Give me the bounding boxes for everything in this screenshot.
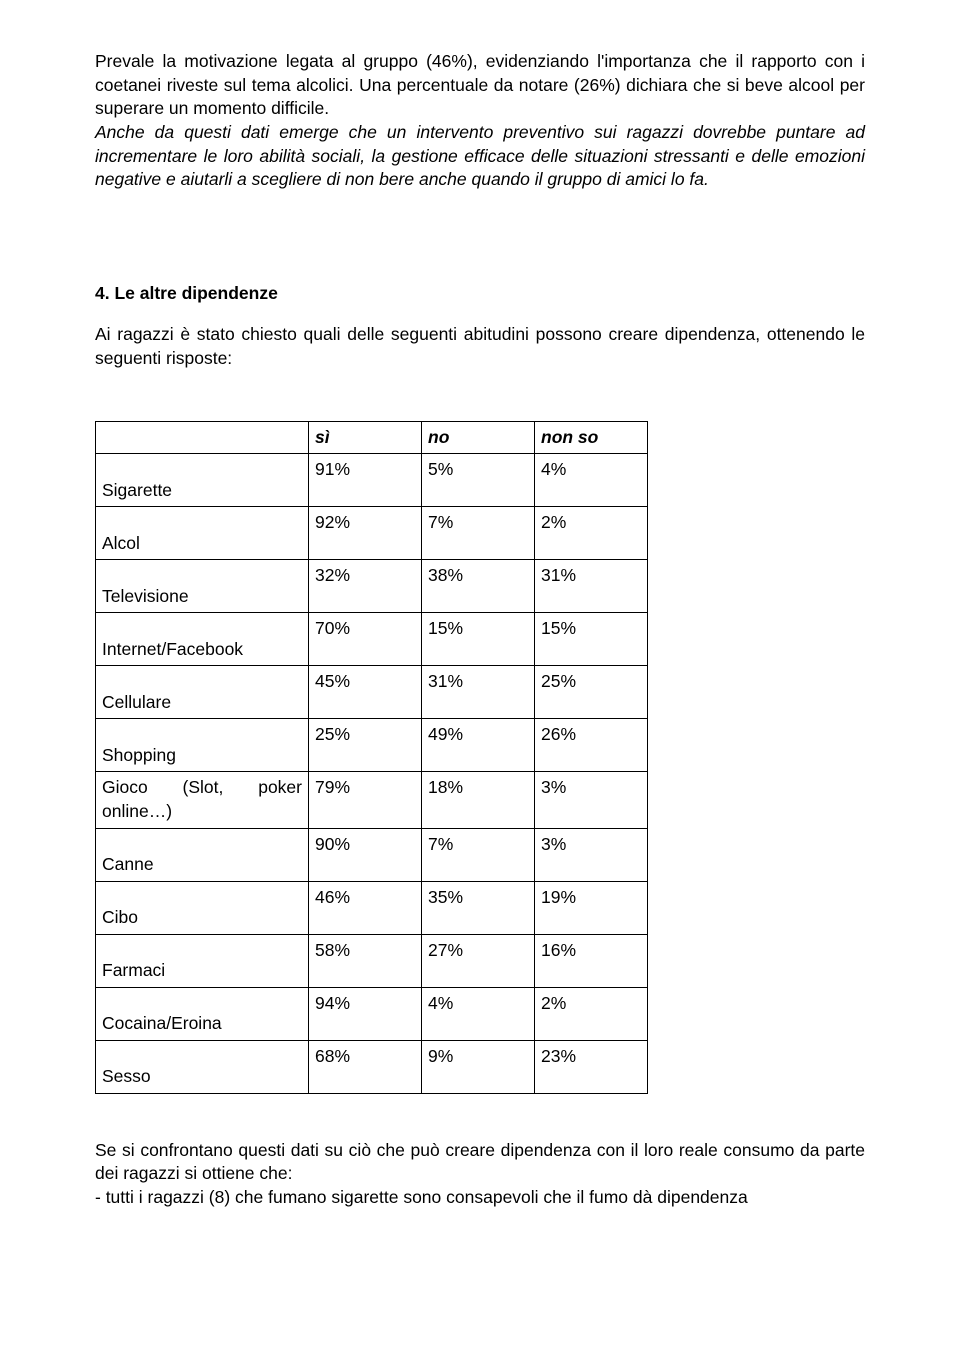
row-label-cell: Cibo bbox=[96, 881, 309, 934]
row-value-si: 70% bbox=[309, 613, 422, 666]
table-row: Sigarette 91%5%4% bbox=[96, 454, 648, 507]
row-label: Cocaina/Eroina bbox=[102, 1012, 302, 1036]
table-header-nonso: non so bbox=[535, 421, 648, 454]
row-value-nonso: 31% bbox=[535, 560, 648, 613]
row-value-si: 94% bbox=[309, 987, 422, 1040]
table-header-row: sì no non so bbox=[96, 421, 648, 454]
table-row: Alcol 92%7%2% bbox=[96, 507, 648, 560]
row-value-si: 79% bbox=[309, 772, 422, 828]
row-value-si: 90% bbox=[309, 828, 422, 881]
row-value-nonso: 15% bbox=[535, 613, 648, 666]
row-label-cell: Gioco (Slot, poker online…) bbox=[96, 772, 309, 828]
row-label-cell: Canne bbox=[96, 828, 309, 881]
row-label: Gioco (Slot, poker online…) bbox=[102, 776, 302, 823]
row-value-nonso: 26% bbox=[535, 719, 648, 772]
row-value-no: 27% bbox=[422, 934, 535, 987]
row-value-si: 92% bbox=[309, 507, 422, 560]
row-label-cell: Cellulare bbox=[96, 666, 309, 719]
row-value-no: 5% bbox=[422, 454, 535, 507]
row-value-nonso: 2% bbox=[535, 987, 648, 1040]
row-value-si: 25% bbox=[309, 719, 422, 772]
row-value-si: 91% bbox=[309, 454, 422, 507]
row-value-no: 9% bbox=[422, 1040, 535, 1093]
row-value-no: 7% bbox=[422, 507, 535, 560]
row-value-nonso: 2% bbox=[535, 507, 648, 560]
row-value-nonso: 19% bbox=[535, 881, 648, 934]
row-label: Sigarette bbox=[102, 479, 302, 503]
row-label-cell: Shopping bbox=[96, 719, 309, 772]
row-value-si: 46% bbox=[309, 881, 422, 934]
table-header-no: no bbox=[422, 421, 535, 454]
table-row: Farmaci 58%27%16% bbox=[96, 934, 648, 987]
row-value-nonso: 3% bbox=[535, 828, 648, 881]
closing-line-2: - tutti i ragazzi (8) che fumano sigaret… bbox=[95, 1186, 865, 1210]
section-intro: Ai ragazzi è stato chiesto quali delle s… bbox=[95, 323, 865, 370]
row-value-nonso: 25% bbox=[535, 666, 648, 719]
row-label: Shopping bbox=[102, 744, 302, 768]
table-header-empty bbox=[96, 421, 309, 454]
row-value-no: 38% bbox=[422, 560, 535, 613]
table-row: Televisione 32%38%31% bbox=[96, 560, 648, 613]
row-value-si: 68% bbox=[309, 1040, 422, 1093]
table-row: Canne 90%7%3% bbox=[96, 828, 648, 881]
row-label: Cellulare bbox=[102, 691, 302, 715]
row-label-cell: Internet/Facebook bbox=[96, 613, 309, 666]
row-label: Canne bbox=[102, 853, 302, 877]
paragraph-1: Prevale la motivazione legata al gruppo … bbox=[95, 50, 865, 121]
row-value-nonso: 23% bbox=[535, 1040, 648, 1093]
row-label: Internet/Facebook bbox=[102, 638, 302, 662]
row-value-si: 32% bbox=[309, 560, 422, 613]
table-row: Shopping 25%49%26% bbox=[96, 719, 648, 772]
row-label: Cibo bbox=[102, 906, 302, 930]
closing-block: Se si confrontano questi dati su ciò che… bbox=[95, 1139, 865, 1210]
row-value-si: 45% bbox=[309, 666, 422, 719]
row-label: Televisione bbox=[102, 585, 302, 609]
table-row: Cocaina/Eroina 94%4%2% bbox=[96, 987, 648, 1040]
table-row: Internet/Facebook70%15%15% bbox=[96, 613, 648, 666]
closing-line-1: Se si confrontano questi dati su ciò che… bbox=[95, 1139, 865, 1186]
row-label-cell: Televisione bbox=[96, 560, 309, 613]
table-row: Cellulare 45%31%25% bbox=[96, 666, 648, 719]
row-label-cell: Farmaci bbox=[96, 934, 309, 987]
row-value-no: 49% bbox=[422, 719, 535, 772]
row-value-no: 15% bbox=[422, 613, 535, 666]
row-value-no: 31% bbox=[422, 666, 535, 719]
row-value-no: 18% bbox=[422, 772, 535, 828]
row-value-nonso: 4% bbox=[535, 454, 648, 507]
row-label-cell: Sesso bbox=[96, 1040, 309, 1093]
table-row: Cibo 46%35%19% bbox=[96, 881, 648, 934]
section-title: 4. Le altre dipendenze bbox=[95, 282, 865, 306]
paragraph-2-italic: Anche da questi dati emerge che un inter… bbox=[95, 121, 865, 192]
row-label: Alcol bbox=[102, 532, 302, 556]
row-label: Farmaci bbox=[102, 959, 302, 983]
dependency-table: sì no non so Sigarette91%5%4%Alcol92%7%2… bbox=[95, 421, 648, 1094]
row-value-nonso: 3% bbox=[535, 772, 648, 828]
table-header-si: sì bbox=[309, 421, 422, 454]
row-label-cell: Sigarette bbox=[96, 454, 309, 507]
table-row: Gioco (Slot, poker online…)79%18%3% bbox=[96, 772, 648, 828]
row-value-no: 35% bbox=[422, 881, 535, 934]
row-label: Sesso bbox=[102, 1065, 302, 1089]
row-value-no: 4% bbox=[422, 987, 535, 1040]
row-label-cell: Cocaina/Eroina bbox=[96, 987, 309, 1040]
row-value-nonso: 16% bbox=[535, 934, 648, 987]
row-label-cell: Alcol bbox=[96, 507, 309, 560]
table-row: Sesso 68%9%23% bbox=[96, 1040, 648, 1093]
row-value-si: 58% bbox=[309, 934, 422, 987]
row-value-no: 7% bbox=[422, 828, 535, 881]
